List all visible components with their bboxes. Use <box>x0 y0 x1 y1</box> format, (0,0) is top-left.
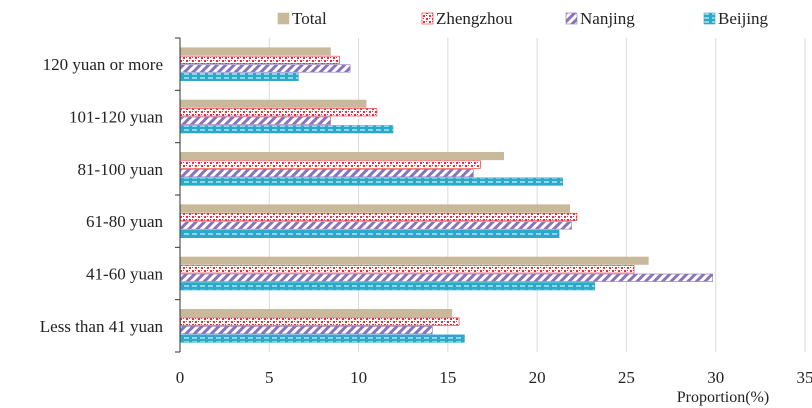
bar-total-41-60-yuan <box>180 256 649 265</box>
x-tick-label-35: 35 <box>797 368 812 387</box>
bar-nanjing-61-80-yuan <box>180 221 572 230</box>
bar-zhengzhou-101-120-yuan <box>180 108 378 117</box>
legend-swatch-total <box>277 12 290 25</box>
legend-label-nanjing: Nanjing <box>580 9 635 28</box>
bar-zhengzhou-81-100-yuan <box>180 160 481 169</box>
category-labels: 120 yuan or more 101-120 yuan 81-100 yuan 6… <box>40 55 164 336</box>
bar-zhengzhou-61-80-yuan <box>180 212 578 221</box>
bars <box>180 47 713 343</box>
bar-beijing-41-60-yuan <box>180 282 596 291</box>
bar-beijing-101-120-yuan <box>180 125 394 134</box>
x-axis-title: Proportion(%) <box>677 389 769 406</box>
legend-swatch-zhengzhou <box>421 12 434 25</box>
legend: Total Zhengzhou Nanjing Beijing <box>277 9 769 28</box>
x-tick-label-5: 5 <box>265 368 274 387</box>
bar-total-101-120-yuan <box>180 99 367 108</box>
legend-label-zhengzhou: Zhengzhou <box>436 9 513 28</box>
bar-nanjing-101-120-yuan <box>180 116 331 125</box>
bar-nanjing-120-yuan-or-more <box>180 64 351 73</box>
category-label-101-120-yuan: 101-120 yuan <box>69 108 163 127</box>
bar-total-81-100-yuan <box>180 152 505 161</box>
bar-nanjing-41-60-yuan <box>180 273 713 282</box>
gridlines <box>268 38 806 352</box>
bar-nanjing-81-100-yuan <box>180 169 474 178</box>
bar-beijing-less-than-41-yuan <box>180 334 465 343</box>
legend-label-total: Total <box>292 9 327 28</box>
x-tick-label-25: 25 <box>618 368 635 387</box>
bar-nanjing-less-than-41-yuan <box>180 326 433 335</box>
bar-beijing-81-100-yuan <box>180 177 563 186</box>
y-axis-ticks <box>175 37 180 353</box>
x-tick-labels: 0 5 10 15 20 25 30 35 <box>176 368 812 387</box>
bar-total-120-yuan-or-more <box>180 47 331 56</box>
bar-total-61-80-yuan <box>180 204 571 213</box>
category-label-120-yuan-or-more: 120 yuan or more <box>43 55 163 74</box>
x-tick-label-20: 20 <box>529 368 546 387</box>
legend-swatch-beijing <box>703 12 716 25</box>
bar-total-less-than-41-yuan <box>180 309 453 318</box>
category-label-61-80-yuan: 61-80 yuan <box>86 212 163 231</box>
bar-zhengzhou-120-yuan-or-more <box>180 55 340 64</box>
x-tick-label-15: 15 <box>439 368 456 387</box>
bar-zhengzhou-less-than-41-yuan <box>180 317 460 326</box>
bar-beijing-120-yuan-or-more <box>180 72 299 81</box>
bar-beijing-61-80-yuan <box>180 229 560 238</box>
legend-label-beijing: Beijing <box>718 9 769 28</box>
x-tick-label-10: 10 <box>350 368 367 387</box>
bar-zhengzhou-41-60-yuan <box>180 265 635 274</box>
category-label-less-than-41-yuan: Less than 41 yuan <box>40 317 164 336</box>
x-tick-label-30: 30 <box>707 368 724 387</box>
x-tick-label-0: 0 <box>176 368 185 387</box>
legend-swatch-nanjing <box>565 12 578 25</box>
category-label-41-60-yuan: 41-60 yuan <box>86 265 163 284</box>
category-label-81-100-yuan: 81-100 yuan <box>78 160 164 179</box>
